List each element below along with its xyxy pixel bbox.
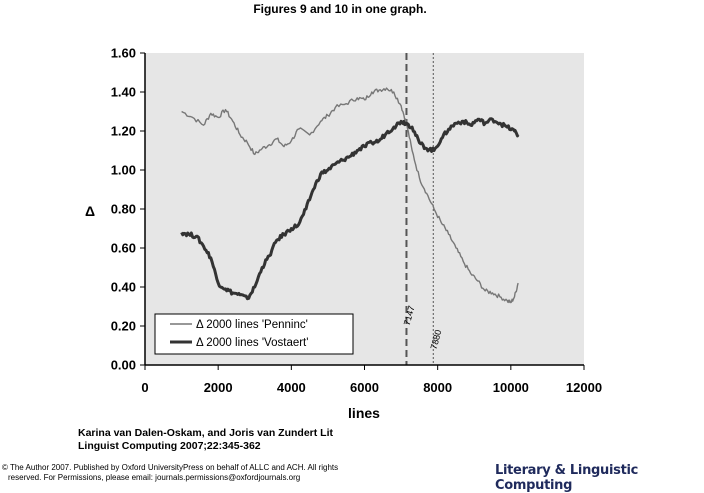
- x-tick-label: 4000: [277, 380, 306, 395]
- x-tick-label: 0: [141, 380, 148, 395]
- figure-title: Figures 9 and 10 in one graph.: [253, 2, 427, 16]
- legend: Δ 2000 lines 'Penninc' Δ 2000 lines 'Vos…: [154, 313, 354, 355]
- legend-label-vostaert: Δ 2000 lines 'Vostaert': [196, 337, 308, 349]
- x-tick-label: 8000: [423, 380, 452, 395]
- plot-area: [145, 53, 584, 365]
- x-tick-label: 10000: [493, 380, 529, 395]
- y-tick-label: 0.60: [111, 241, 136, 256]
- x-tick-label: 2000: [204, 380, 233, 395]
- y-tick-label: 1.00: [111, 163, 136, 178]
- legend-label-penninc: Δ 2000 lines 'Penninc': [196, 319, 308, 331]
- citation: Karina van Dalen-Oskam, and Joris van Zu…: [78, 427, 333, 453]
- copyright-line-2: reserved. For Permissions, please email:…: [8, 473, 301, 482]
- y-axis-label: Δ: [85, 203, 95, 219]
- citation-line-1: Karina van Dalen-Oskam, and Joris van Zu…: [78, 427, 333, 439]
- x-tick-label: 6000: [350, 380, 379, 395]
- journal-logo: Literary & Linguistic Computing: [495, 463, 639, 493]
- series-line-penninc: [181, 87, 519, 304]
- citation-line-2: Linguist Computing 2007;22:345-362: [78, 440, 261, 452]
- copyright-notice: © The Author 2007. Published by Oxford U…: [2, 463, 338, 483]
- copyright-line-1: © The Author 2007. Published by Oxford U…: [2, 463, 339, 472]
- y-tick-label: 0.80: [111, 202, 136, 217]
- x-axis-label: lines: [348, 405, 380, 421]
- y-tick-label: 1.20: [111, 124, 136, 139]
- y-tick-label: 0.40: [111, 280, 136, 295]
- y-tick-label: 0.20: [111, 319, 136, 334]
- x-tick-label: 12000: [566, 380, 602, 395]
- y-tick-label: 1.40: [111, 85, 136, 100]
- y-tick-label: 0.00: [111, 358, 136, 373]
- y-tick-label: 1.60: [111, 46, 136, 61]
- series-line-vostaert: [180, 117, 520, 301]
